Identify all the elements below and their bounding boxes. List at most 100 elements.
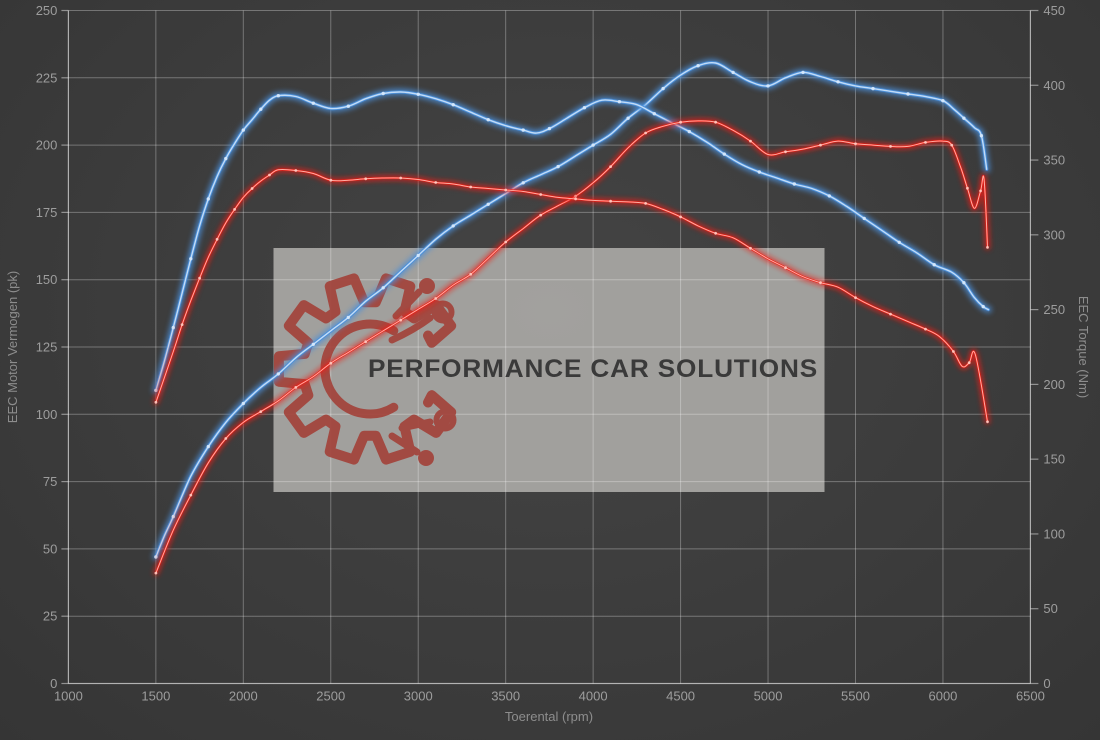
data-point-marker xyxy=(250,187,254,190)
data-point-marker xyxy=(617,100,622,104)
curve-torque-blue xyxy=(152,88,992,394)
y-left-tick-label: 175 xyxy=(36,205,58,220)
data-point-marker xyxy=(276,94,280,98)
data-point-marker xyxy=(679,215,682,219)
data-point-marker xyxy=(346,104,350,108)
data-point-marker xyxy=(889,312,892,316)
data-point-marker xyxy=(311,342,315,346)
y-right-tick-label: 150 xyxy=(1043,452,1065,467)
data-point-marker xyxy=(547,126,552,131)
data-point-marker xyxy=(652,112,656,116)
data-point-marker xyxy=(644,131,647,135)
data-point-marker xyxy=(749,246,752,250)
curve-core xyxy=(155,91,990,392)
data-point-marker xyxy=(364,177,368,181)
data-point-marker xyxy=(986,246,989,249)
y-left-tick-label: 250 xyxy=(36,3,58,18)
circuit-trace xyxy=(388,314,434,344)
data-point-marker xyxy=(241,401,245,406)
x-tick-label: 6000 xyxy=(928,689,957,704)
circuit-trace xyxy=(392,288,423,320)
y-left-axis-title: EEC Motor Vermogen (pk) xyxy=(5,271,20,423)
data-point-marker xyxy=(889,145,892,148)
y-right-tick-label: 450 xyxy=(1043,3,1065,18)
data-point-marker xyxy=(311,101,315,105)
data-point-marker xyxy=(521,181,525,185)
data-point-marker xyxy=(661,86,665,91)
data-point-marker xyxy=(836,80,840,84)
data-point-marker xyxy=(521,128,525,132)
data-point-marker xyxy=(924,141,927,144)
circuit-dot-icon xyxy=(419,278,435,294)
y-right-tick-label: 400 xyxy=(1043,78,1065,93)
curve-power-red xyxy=(153,118,990,576)
data-point-marker xyxy=(154,388,158,393)
data-point-marker xyxy=(819,143,822,147)
curve-torque-red xyxy=(153,166,990,425)
data-point-marker xyxy=(399,318,403,322)
data-point-marker xyxy=(259,410,263,413)
data-point-marker xyxy=(329,178,333,182)
data-point-marker xyxy=(906,92,910,96)
data-point-marker xyxy=(784,150,787,154)
data-point-marker xyxy=(722,152,726,156)
data-point-marker xyxy=(714,231,717,235)
y-right-tick-label: 300 xyxy=(1043,227,1065,242)
data-point-marker xyxy=(180,323,184,326)
data-point-marker xyxy=(749,139,752,143)
gridlines xyxy=(67,10,1031,684)
watermark-box xyxy=(273,248,825,492)
data-point-marker xyxy=(434,181,438,184)
circuit-trace xyxy=(398,418,434,432)
data-point-marker xyxy=(556,164,560,169)
data-point-marker xyxy=(451,103,455,107)
x-tick-label: 5500 xyxy=(841,689,870,704)
data-point-marker xyxy=(206,444,210,449)
data-point-marker xyxy=(294,169,298,172)
y-left-tick-label: 125 xyxy=(36,340,58,355)
data-point-marker xyxy=(941,99,945,103)
x-tick-label: 3500 xyxy=(491,689,520,704)
x-tick-label: 2500 xyxy=(316,689,345,704)
data-point-marker xyxy=(539,193,543,196)
data-point-marker xyxy=(189,493,193,497)
data-point-marker xyxy=(198,276,202,280)
y-left-tick-label: 75 xyxy=(43,474,57,489)
data-point-marker xyxy=(154,555,158,559)
y-left-tick-label: 100 xyxy=(36,407,58,422)
watermark-brand-text: PERFORMANCE CAR SOLUTIONS xyxy=(368,355,818,383)
data-point-marker xyxy=(966,186,969,190)
data-point-marker xyxy=(952,350,955,353)
data-point-marker xyxy=(854,296,857,299)
data-point-marker xyxy=(241,128,245,132)
x-tick-label: 4500 xyxy=(666,689,695,704)
x-tick-label: 4000 xyxy=(579,689,608,704)
data-point-marker xyxy=(469,272,473,276)
y-right-tick-label: 200 xyxy=(1043,377,1065,392)
y-right-tick-label: 50 xyxy=(1043,601,1057,616)
y-right-tick-label: 250 xyxy=(1043,302,1065,317)
y-left-tick-label: 50 xyxy=(43,541,57,556)
data-point-marker xyxy=(171,325,175,330)
data-point-marker xyxy=(416,253,420,258)
data-point-marker xyxy=(259,107,263,111)
x-tick-label: 2000 xyxy=(229,689,258,704)
data-point-marker xyxy=(469,185,473,189)
data-point-marker xyxy=(827,194,831,198)
circuit-dot-icon xyxy=(418,450,434,466)
y-left-tick-label: 150 xyxy=(36,272,58,287)
circuit-ring-icon xyxy=(433,408,457,432)
x-tick-label: 1500 xyxy=(141,689,170,704)
data-point-marker xyxy=(154,571,158,575)
data-point-marker xyxy=(979,134,984,138)
data-point-marker xyxy=(154,400,158,404)
data-point-marker xyxy=(981,304,985,309)
data-point-marker xyxy=(819,281,822,285)
data-point-marker xyxy=(233,208,237,211)
data-point-marker xyxy=(329,361,333,365)
y-left-tick-label: 200 xyxy=(36,138,58,153)
x-axis-title: Toerental (rpm) xyxy=(505,709,593,724)
data-point-marker xyxy=(862,216,866,221)
